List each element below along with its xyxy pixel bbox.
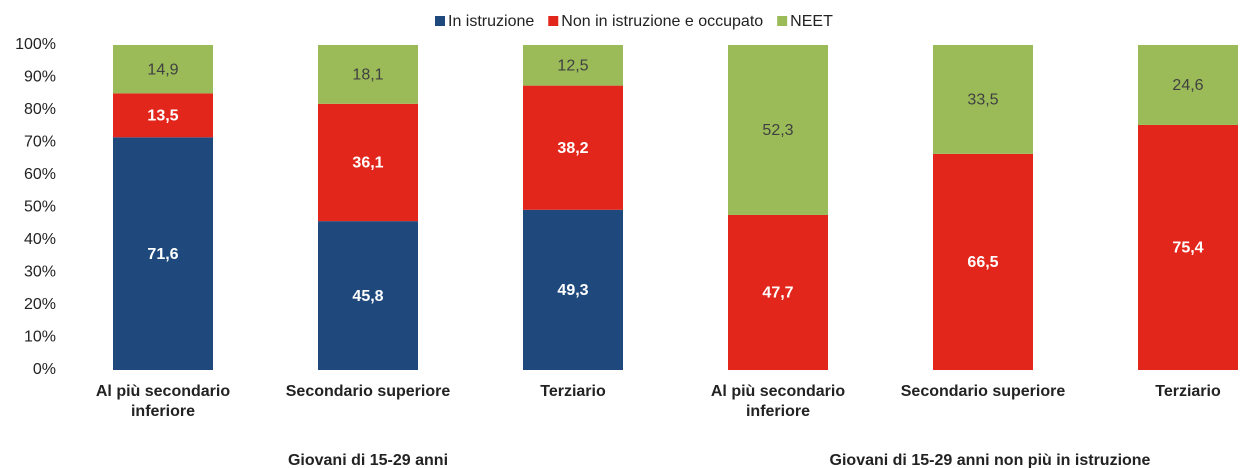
bar-segment	[318, 103, 418, 222]
value-label: 47,7	[762, 285, 793, 302]
bar-segment	[728, 214, 828, 370]
bar-segment	[728, 45, 828, 215]
bar-segment	[933, 45, 1033, 154]
y-tick-label: 70%	[24, 134, 56, 151]
value-label: 14,9	[147, 61, 178, 78]
x-tick-label: Al più secondario inferiore	[95, 383, 231, 420]
bar-segment	[113, 137, 213, 370]
y-tick-label: 0%	[33, 361, 56, 378]
y-tick-label: 20%	[24, 296, 56, 313]
y-tick-label: 90%	[24, 69, 56, 86]
legend-label: NEET	[790, 13, 833, 30]
x-tick-label: Terziario	[1155, 383, 1221, 400]
bar-segment	[113, 45, 213, 94]
y-tick-label: 40%	[24, 231, 56, 248]
value-label: 13,5	[147, 108, 178, 125]
value-label: 12,5	[557, 58, 588, 75]
value-label: 38,2	[557, 140, 588, 157]
bar-segment	[318, 45, 418, 104]
bar-segment	[523, 85, 623, 210]
legend-swatch	[548, 16, 559, 26]
y-tick-label: 10%	[24, 329, 56, 346]
value-label: 36,1	[352, 155, 383, 172]
bar-segment	[1138, 124, 1238, 370]
bar-segment	[113, 93, 213, 138]
x-tick-label: Al più secondario inferiore	[710, 383, 846, 420]
legend-label: In istruzione	[448, 13, 534, 30]
group-label: Giovani di 15-29 anni	[287, 452, 449, 468]
y-tick-label: 80%	[24, 101, 56, 118]
legend-swatch	[777, 16, 788, 26]
value-label: 52,3	[762, 122, 793, 139]
bar-segment	[1138, 45, 1238, 125]
value-label: 66,5	[967, 254, 998, 271]
value-label: 33,5	[967, 92, 998, 109]
value-label: 71,6	[147, 246, 178, 263]
y-tick-label: 60%	[24, 166, 56, 183]
x-tick-label: Terziario	[540, 383, 606, 400]
bar-segment	[318, 221, 418, 370]
bar-segment	[523, 209, 623, 370]
value-label: 75,4	[1172, 240, 1203, 257]
value-label: 49,3	[557, 282, 588, 299]
y-tick-label: 100%	[15, 36, 56, 53]
bar-segment	[933, 153, 1033, 370]
legend-label: Non in istruzione e occupato	[561, 13, 763, 30]
x-tick-label: Secondario superiore	[285, 383, 451, 400]
value-label: 24,6	[1172, 77, 1203, 94]
y-tick-label: 50%	[24, 199, 56, 216]
value-label: 45,8	[352, 288, 383, 305]
y-tick-label: 30%	[24, 264, 56, 281]
group-label: Giovani di 15-29 anni non più in istruzi…	[829, 452, 1151, 468]
value-label: 18,1	[352, 67, 383, 84]
x-tick-label: Secondario superiore	[900, 383, 1066, 400]
bar-segment	[523, 45, 623, 86]
legend-swatch	[435, 16, 445, 26]
